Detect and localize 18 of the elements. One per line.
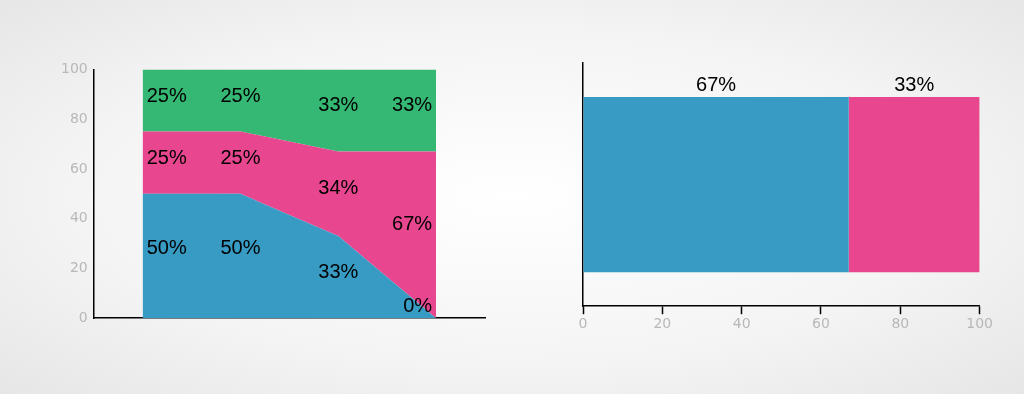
data-label: 33% <box>318 259 359 282</box>
y-tick-label: 80 <box>69 109 88 126</box>
data-label: 67% <box>392 212 433 235</box>
x-tick-label: 60 <box>812 315 830 332</box>
y-tick-label: 20 <box>69 259 88 276</box>
x-tick-label: 80 <box>891 315 910 332</box>
data-label: 67% <box>696 72 737 95</box>
x-tick-label: 0 <box>578 315 588 332</box>
y-tick-label: 60 <box>69 159 88 176</box>
data-label: 50% <box>146 236 187 259</box>
x-tick-label: 40 <box>732 315 751 332</box>
data-label: 33% <box>894 72 935 95</box>
data-label: 50% <box>220 236 261 259</box>
data-label: 25% <box>220 146 261 169</box>
y-tick-label: 40 <box>69 209 88 226</box>
x-tick-label: 20 <box>653 315 672 332</box>
data-label: 25% <box>146 146 187 169</box>
data-label: 34% <box>318 176 359 199</box>
